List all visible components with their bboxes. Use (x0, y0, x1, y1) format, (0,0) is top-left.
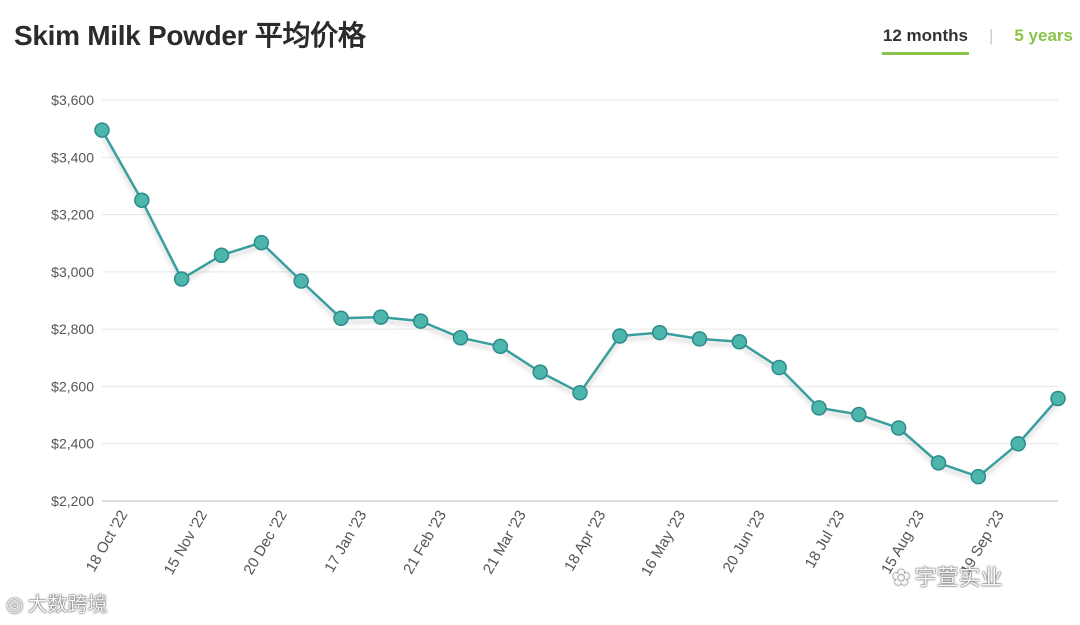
tab-5-years[interactable]: 5 years (1014, 26, 1073, 45)
data-point[interactable] (1010, 435, 1026, 452)
data-point[interactable] (253, 234, 270, 251)
x-tick-label: 17 Jan '23 (321, 508, 370, 576)
data-point[interactable] (373, 309, 389, 325)
data-point[interactable] (651, 324, 668, 341)
data-point[interactable] (333, 310, 349, 327)
data-point[interactable] (890, 420, 907, 436)
data-point[interactable] (412, 313, 429, 329)
watermark-right-text: 宇萱实业 (914, 565, 1003, 590)
data-point[interactable] (532, 364, 548, 380)
data-point[interactable] (213, 247, 230, 263)
y-tick-label: $2,400 (51, 436, 94, 452)
watermark-left: ◎ 大数跨境 (6, 588, 107, 617)
data-point[interactable] (134, 192, 150, 208)
data-point[interactable] (811, 400, 827, 416)
x-tick-label: 18 Jul '23 (802, 508, 849, 572)
data-point[interactable] (771, 359, 787, 376)
data-point[interactable] (492, 338, 509, 355)
y-tick-label: $3,400 (51, 149, 94, 165)
tab-12-months[interactable]: 12 months (881, 26, 969, 55)
x-tick-label: 20 Dec '22 (240, 508, 290, 578)
data-point[interactable] (970, 468, 987, 485)
y-tick-label: $2,800 (51, 321, 94, 337)
wechat-icon: ✿ (892, 565, 911, 590)
grid-lines (102, 99, 1058, 502)
watermark-left-text: 大数跨境 (27, 594, 108, 616)
y-axis-tick-labels: $2,200 $2,400 $2,600 $2,800 $3,000 $3,200 $3,4… (51, 92, 94, 509)
data-point[interactable] (173, 271, 190, 287)
y-tick-label: $2,200 (51, 493, 94, 509)
x-tick-label: 15 Nov '22 (161, 508, 211, 578)
y-tick-label: $2,600 (51, 378, 94, 394)
y-tick-label: $3,000 (51, 264, 94, 280)
x-tick-label: 21 Feb '23 (400, 508, 450, 577)
tab-separator: | (988, 26, 994, 45)
data-point[interactable] (612, 328, 628, 344)
page-title: Skim Milk Powder 平均价格 (14, 20, 366, 51)
data-point[interactable] (930, 455, 947, 471)
data-point[interactable] (851, 406, 867, 423)
x-tick-label: 16 May '23 (638, 508, 689, 580)
x-tick-label: 20 Jun '23 (720, 508, 769, 576)
data-point[interactable] (691, 331, 708, 347)
x-tick-label: 18 Apr '23 (561, 508, 609, 575)
data-point[interactable] (731, 333, 748, 350)
series-price (94, 122, 1066, 485)
x-tick-label: 21 Mar '23 (480, 508, 530, 577)
series-line (100, 129, 1059, 478)
data-point[interactable] (452, 329, 469, 346)
brand-logo-icon: ◎ (6, 594, 24, 616)
time-range-tabs: 12 months | 5 years (881, 26, 1074, 55)
data-point[interactable] (293, 273, 309, 289)
watermark-right: ✿ 宇萱实业 (892, 560, 1002, 592)
x-tick-label: 18 Oct '22 (83, 508, 132, 575)
y-tick-label: $3,200 (51, 207, 94, 223)
x-axis-tick-labels: 18 Oct '22 15 Nov '22 20 Dec '22 17 Jan '23… (83, 508, 1008, 580)
y-tick-label: $3,600 (51, 92, 94, 108)
data-point[interactable] (572, 384, 588, 401)
data-point[interactable] (1050, 390, 1066, 407)
data-point[interactable] (94, 122, 110, 138)
